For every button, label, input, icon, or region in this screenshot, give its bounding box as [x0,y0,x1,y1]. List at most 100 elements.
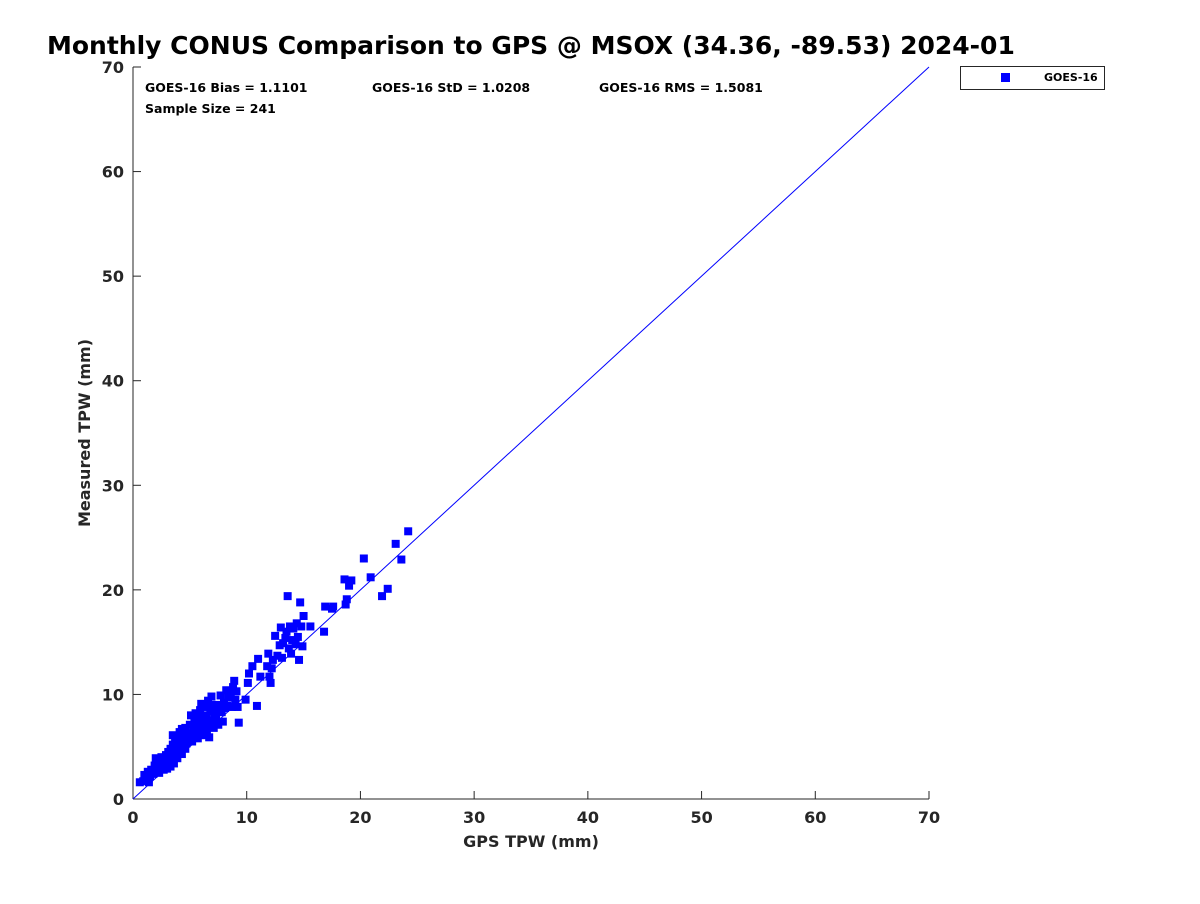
x-axis-label: GPS TPW (mm) [463,832,599,851]
data-point [231,695,240,704]
y-tick-label: 10 [102,685,124,704]
data-point [293,632,302,641]
data-point [192,721,201,730]
legend-marker-goes-16 [1001,73,1010,82]
data-point [321,602,330,611]
data-point [188,737,197,746]
data-point [243,678,252,687]
data-point [214,720,223,729]
data-point [202,725,211,734]
x-tick-label: 30 [463,808,485,827]
data-point [204,696,213,705]
data-point [244,669,253,678]
data-point [185,720,194,729]
data-point [366,573,375,582]
data-point [199,731,208,740]
data-point [189,725,198,734]
data-point [193,728,202,737]
data-point [295,655,304,664]
y-tick-label: 20 [102,581,124,600]
data-point [149,769,158,778]
data-point [359,554,368,563]
data-point [265,672,274,681]
data-point [345,581,354,590]
plot-marks [132,66,930,800]
data-point [197,723,206,732]
legend: GOES-16 [960,66,1105,90]
data-point [299,612,308,620]
one-to-one-reference-line [132,66,930,800]
data-point [166,744,175,753]
data-point [201,702,210,711]
data-point [223,701,232,710]
data-point [169,759,178,768]
data-point [252,701,261,710]
data-point [168,731,177,740]
data-point [342,595,351,604]
data-point [160,756,169,765]
plot-axes: 0 10 20 30 40 50 60 70 0 10 20 30 40 50 60 70 [102,58,940,827]
x-tick-label: 0 [127,808,138,827]
data-point [320,627,329,636]
data-point [397,555,406,564]
stats-bias: GOES-16 Bias = 1.1101 [145,80,307,95]
data-point [283,592,292,601]
data-point [194,714,203,723]
data-point [206,707,215,716]
data-point [224,693,233,702]
y-tick-label: 30 [102,476,124,495]
data-point [147,765,156,774]
data-point [263,662,272,671]
data-point [144,778,153,787]
data-point [155,768,164,777]
x-tick-label: 70 [918,808,940,827]
data-point [210,709,219,718]
data-point [212,714,221,723]
data-point [347,576,356,585]
data-point [287,649,296,658]
stats-sample-size: Sample Size = 241 [145,101,276,116]
y-tick-label: 50 [102,267,124,286]
data-point [232,687,241,696]
data-point [306,622,315,631]
data-point [196,706,205,715]
data-point [218,717,227,726]
y-tick-label: 40 [102,372,124,391]
data-point [182,739,191,748]
data-point [288,636,297,645]
data-point [205,733,214,742]
data-point [229,683,238,692]
data-point [391,539,400,548]
data-point [174,734,183,743]
data-point [197,699,206,708]
data-point [190,717,199,726]
data-point [273,651,282,660]
data-point [267,664,276,673]
data-point [217,708,226,717]
data-point [186,711,195,720]
data-point [230,676,239,685]
data-point [256,672,265,681]
data-point [264,649,273,658]
data-point [271,631,280,640]
data-point [207,692,216,701]
data-point [216,691,225,700]
x-tick-label: 50 [690,808,712,827]
y-tick-label: 0 [113,790,124,809]
x-tick-label: 60 [804,808,826,827]
stats-rms: GOES-16 RMS = 1.5081 [599,80,763,95]
data-point [173,754,182,763]
data-point [281,633,290,642]
x-tick-label: 40 [577,808,599,827]
data-point [209,723,218,732]
x-tick-label: 10 [236,808,258,827]
chart-title: Monthly CONUS Comparison to GPS @ MSOX (… [47,31,1015,60]
data-point [404,527,413,536]
data-point [215,701,224,710]
legend-label-goes-16: GOES-16 [1044,71,1098,84]
data-point [329,602,338,611]
data-point [341,600,350,609]
data-point [176,741,185,750]
data-point [266,678,275,687]
